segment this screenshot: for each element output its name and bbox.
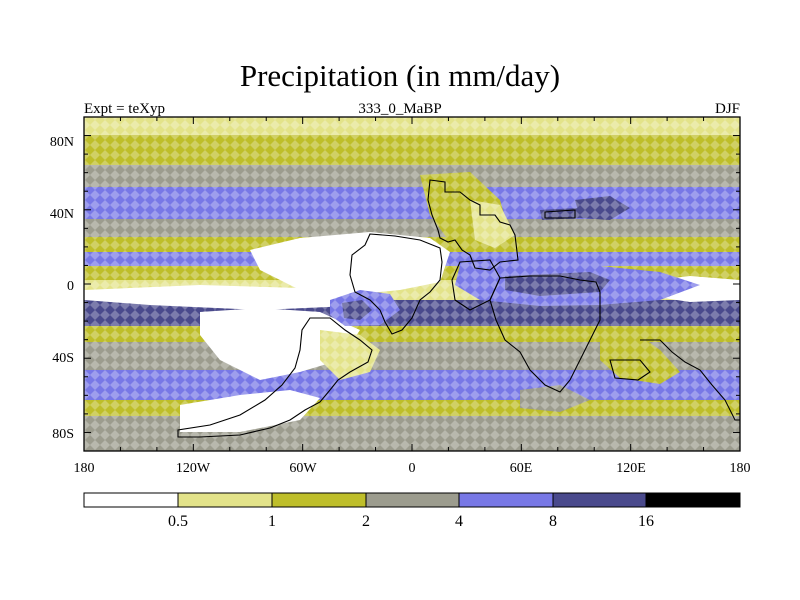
colorbar-label: 16	[638, 513, 654, 530]
x-tick-label: 120W	[176, 461, 211, 476]
season-label: DJF	[714, 101, 740, 117]
y-tick-label: 80N	[50, 135, 74, 150]
colorbar-swatch	[84, 493, 178, 507]
x-tick-label: 180	[730, 461, 751, 476]
precipitation-field	[84, 117, 740, 451]
colorbar-swatch	[459, 493, 553, 507]
x-tick-label: 0	[409, 461, 416, 476]
axis-ticks	[83, 116, 741, 452]
colorbar-swatch	[553, 493, 646, 507]
colorbar-label: 8	[549, 513, 557, 530]
colorbar: 0.5 1 2 4 8 16	[83, 492, 741, 530]
y-tick-label: 80S	[52, 427, 74, 442]
experiment-label: Expt = teXyp	[84, 101, 165, 117]
x-axis-labels: 180 120W 60W 0 60E 120E 180	[74, 461, 751, 476]
map-title: Precipitation (in mm/day)	[239, 58, 561, 93]
x-tick-label: 60W	[289, 461, 317, 476]
colorbar-label: 2	[362, 513, 370, 530]
colorbar-swatch	[272, 493, 366, 507]
y-tick-label: 0	[67, 279, 74, 294]
colorbar-label: 4	[455, 513, 463, 530]
y-tick-label: 40S	[52, 351, 74, 366]
x-tick-label: 180	[74, 461, 95, 476]
colorbar-label: 0.5	[168, 513, 188, 530]
x-tick-label: 120E	[616, 461, 646, 476]
x-tick-label: 60E	[510, 461, 533, 476]
colorbar-label: 1	[268, 513, 276, 530]
colorbar-swatch	[366, 493, 459, 507]
colorbar-swatch	[646, 493, 740, 507]
continent-outlines	[177, 179, 740, 438]
period-label: 333_0_MaBP	[358, 101, 442, 117]
colorbar-swatch	[178, 493, 272, 507]
y-axis-labels: 80N 40N 0 40S 80S	[50, 135, 74, 442]
y-tick-label: 40N	[50, 207, 74, 222]
